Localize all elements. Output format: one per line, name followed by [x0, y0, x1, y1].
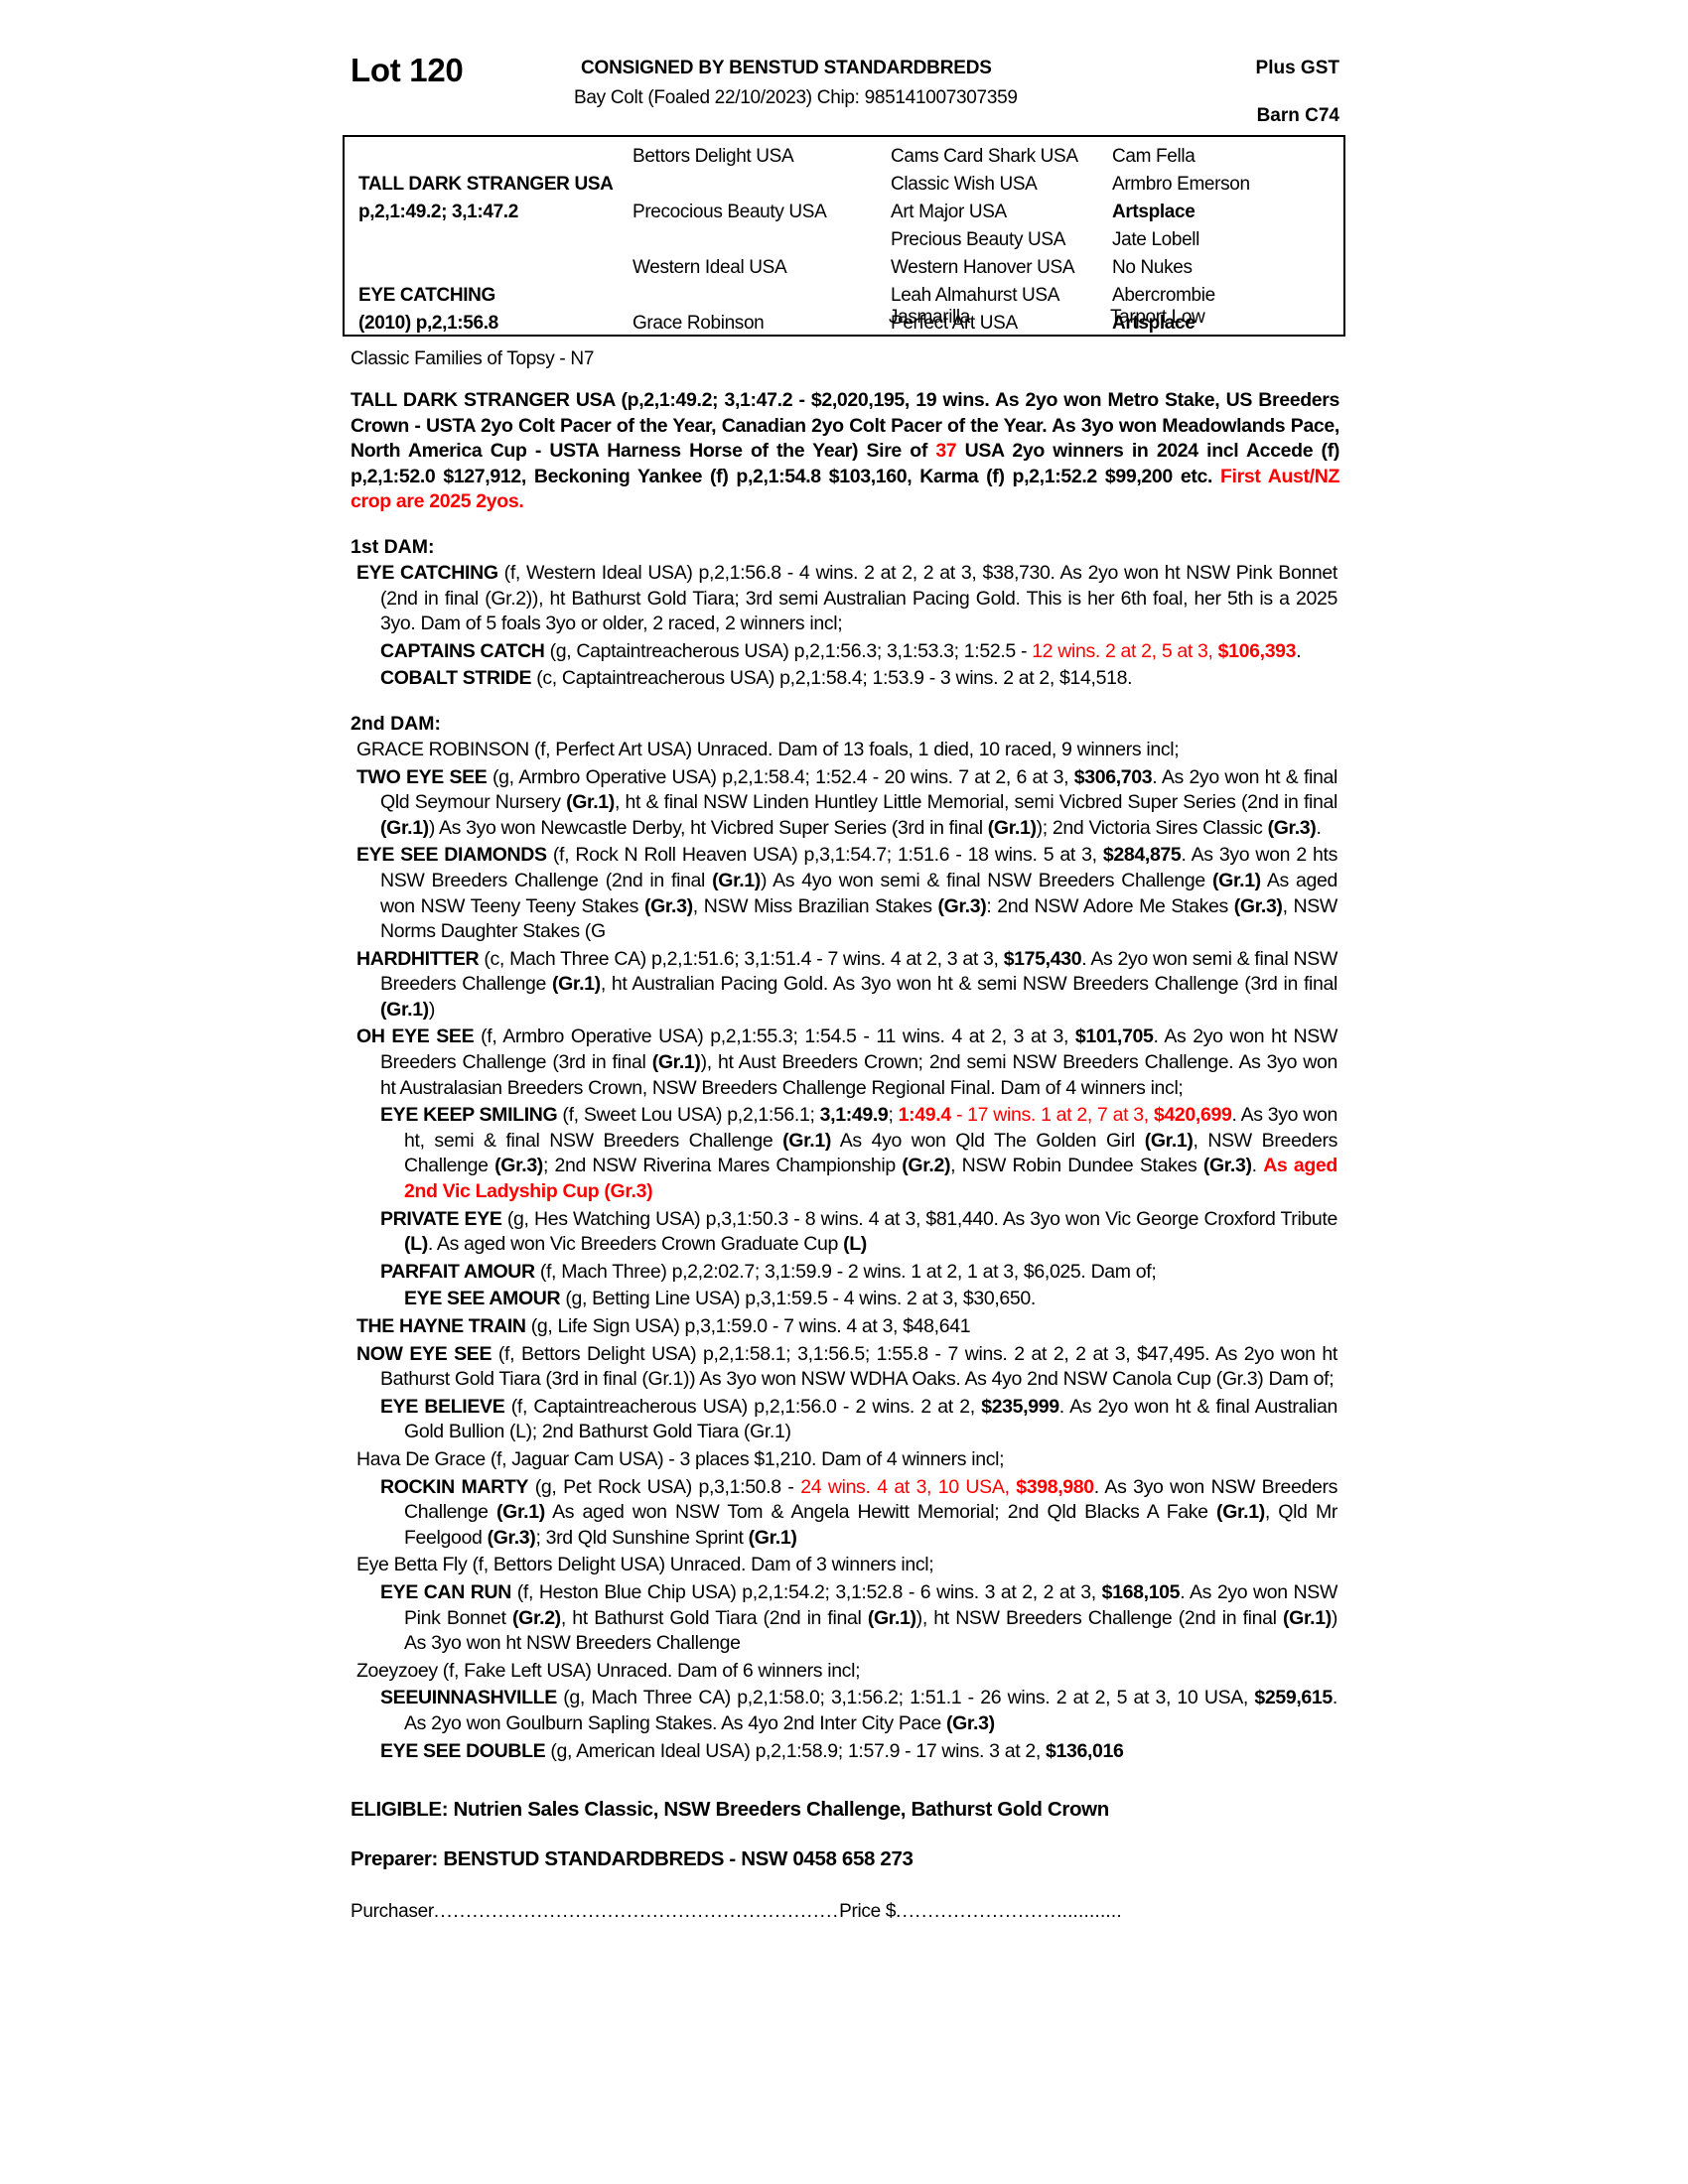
dam-entry-eye-catching: EYE CATCHING (f, Western Ideal USA) p,2,…: [343, 561, 1345, 637]
g4-2: Armbro Emerson: [1112, 174, 1250, 195]
consigned-by: CONSIGNED BY BENSTUD STANDARDBREDS: [581, 58, 992, 78]
dam-entry-eye-see-diamonds: EYE SEE DIAMONDS (f, Rock N Roll Heaven …: [356, 844, 1337, 943]
sire-paragraph-lead: TALL DARK STRANGER USA (p,2,1:49.2; 3,1:…: [351, 389, 1339, 463]
sire-paragraph-mid: USA 2yo winners in 2024 incl Accede (f) …: [351, 440, 1339, 487]
dam-sire: Western Ideal USA: [633, 257, 787, 278]
dam-entry-eye-believe: EYE BELIEVE (f, Captaintreacherous USA) …: [380, 1395, 1338, 1443]
eligible-line: ELIGIBLE: Nutrien Sales Classic, NSW Bre…: [351, 1798, 1109, 1822]
sire-winner-count: 37: [935, 440, 957, 463]
dam-entry-captains-catch: CAPTAINS CATCH (g, Captaintreacherous US…: [343, 639, 1345, 665]
entry-text: (f, Western Ideal USA) p,2,1:56.8 - 4 wi…: [380, 561, 1337, 635]
dam-entry-rockin-marty: ROCKIN MARTY (g, Pet Rock USA) p,3,1:50.…: [380, 1475, 1337, 1549]
purchaser-label: Purchaser: [351, 1901, 434, 1923]
preparer-line: Preparer: BENSTUD STANDARDBREDS - NSW 04…: [351, 1847, 914, 1871]
pedigree-table: Bettors Delight USA TALL DARK STRANGER U…: [343, 135, 1345, 337]
dam-entry-the-hayne-train: THE HAYNE TRAIN (g, Life Sign USA) p,3,1…: [356, 1315, 971, 1337]
g4-1: Cam Fella: [1112, 146, 1196, 167]
g3-4: Precious Beauty USA: [891, 229, 1066, 250]
first-dam-heading: 1st DAM:: [351, 535, 435, 558]
entry-name: COBALT STRIDE: [380, 667, 532, 690]
g4-7: Artsplace: [1112, 313, 1196, 334]
purchaser-dots[interactable]: ........................................…: [433, 1901, 840, 1923]
dam-entry-eye-see-double: EYE SEE DOUBLE (g, American Ideal USA) p…: [380, 1739, 1124, 1762]
sire-record: p,2,1:49.2; 3,1:47.2: [358, 202, 518, 222]
dam-entry-cobalt-stride: COBALT STRIDE (c, Captaintreacherous USA…: [343, 666, 1345, 692]
g4-5: No Nukes: [1112, 257, 1193, 278]
lot-number: Lot 120: [351, 52, 464, 88]
dam-entry-hava-de-grace: Hava De Grace (f, Jaguar Cam USA) - 3 pl…: [356, 1447, 1005, 1470]
g3-2: Classic Wish USA: [891, 174, 1038, 195]
entry-name: EYE CATCHING: [356, 561, 498, 584]
dam-entry-hardhitter: HARDHITTER (c, Mach Three CA) p,2,1:51.6…: [356, 947, 1337, 1021]
price-label: Price $: [839, 1901, 897, 1923]
dam-record: (2010) p,2,1:56.8: [358, 313, 498, 334]
dam-entry-private-eye: PRIVATE EYE (g, Hes Watching USA) p,3,1:…: [380, 1207, 1337, 1256]
second-dam-heading: 2nd DAM:: [351, 712, 441, 735]
dam-entry-now-eye-see: NOW EYE SEE (f, Bettors Delight USA) p,2…: [356, 1342, 1337, 1391]
sire-sire: Bettors Delight USA: [633, 146, 794, 167]
g4-3: Artsplace: [1112, 202, 1196, 222]
dam-entry-eye-see-amour: EYE SEE AMOUR (g, Betting Line USA) p,3,…: [404, 1288, 1036, 1310]
sire-paragraph: TALL DARK STRANGER USA (p,2,1:49.2; 3,1:…: [343, 388, 1345, 515]
dam-entry-zoeyzoey: Zoeyzoey (f, Fake Left USA) Unraced. Dam…: [356, 1659, 861, 1682]
g3-8: Jasmarilla: [889, 307, 971, 328]
dam-dam: Grace Robinson: [633, 313, 765, 334]
entry-red-earnings: $106,393: [1217, 639, 1297, 662]
dam-entry-eye-can-run: EYE CAN RUN (f, Heston Blue Chip USA) p,…: [380, 1580, 1338, 1655]
entry-text: (g, Captaintreacherous USA) p,2,1:56.3; …: [544, 639, 1033, 662]
g3-5: Western Hanover USA: [891, 257, 1075, 278]
price-dots-small[interactable]: ............: [1056, 1901, 1122, 1923]
family-line: Classic Families of Topsy - N7: [351, 348, 595, 369]
entry-red-wins: 12 wins. 2 at 2, 5 at 3,: [1032, 639, 1218, 662]
barn-label: Barn C74: [1256, 105, 1339, 126]
g4-4: Jate Lobell: [1112, 229, 1200, 250]
dam-entry-two-eye-see: TWO EYE SEE (g, Armbro Operative USA) p,…: [356, 765, 1338, 839]
dam-entry-eye-betta-fly: Eye Betta Fly (f, Bettors Delight USA) U…: [356, 1554, 934, 1576]
dam-entry-grace-robinson: GRACE ROBINSON (f, Perfect Art USA) Unra…: [356, 738, 1180, 760]
sire-dam: Precocious Beauty USA: [633, 202, 827, 222]
price-dots[interactable]: .........................: [896, 1901, 1057, 1923]
sire-first-crop-note: First Aust/NZ crop are 2025 2yos.: [351, 465, 1340, 513]
purchaser-line: Purchaser...............................…: [343, 1901, 1345, 1923]
dam-entry-seeuinnashville: SEEUINNASHVILLE (g, Mach Three CA) p,2,1…: [380, 1687, 1337, 1734]
plus-gst-label: Plus GST: [1255, 58, 1339, 78]
dam-entry-oh-eye-see: OH EYE SEE (f, Armbro Operative USA) p,2…: [356, 1025, 1337, 1099]
entry-text: (c, Captaintreacherous USA) p,2,1:58.4; …: [531, 667, 1133, 690]
dam-name: EYE CATCHING: [358, 285, 495, 306]
g4-8: Tarport Low: [1110, 307, 1205, 328]
g4-6: Abercrombie: [1112, 285, 1215, 306]
dam-entry-parfait-amour: PARFAIT AMOUR (f, Mach Three) p,2,2:02.7…: [380, 1260, 1157, 1283]
foaling-details: Bay Colt (Foaled 22/10/2023) Chip: 98514…: [574, 87, 1018, 108]
g3-6: Leah Almahurst USA: [891, 285, 1060, 306]
entry-name: CAPTAINS CATCH: [380, 639, 545, 662]
dam-entry-eye-keep-smiling: EYE KEEP SMILING (f, Sweet Lou USA) p,2,…: [380, 1104, 1337, 1203]
page-header: Lot 120 CONSIGNED BY BENSTUD STANDARDBRE…: [343, 44, 1345, 135]
g3-7: Perfect Art USA: [891, 313, 1018, 334]
entry-period: .: [1296, 639, 1302, 662]
sire-name: TALL DARK STRANGER USA: [358, 174, 614, 195]
g3-1: Cams Card Shark USA: [891, 146, 1078, 167]
g3-3: Art Major USA: [891, 202, 1007, 222]
